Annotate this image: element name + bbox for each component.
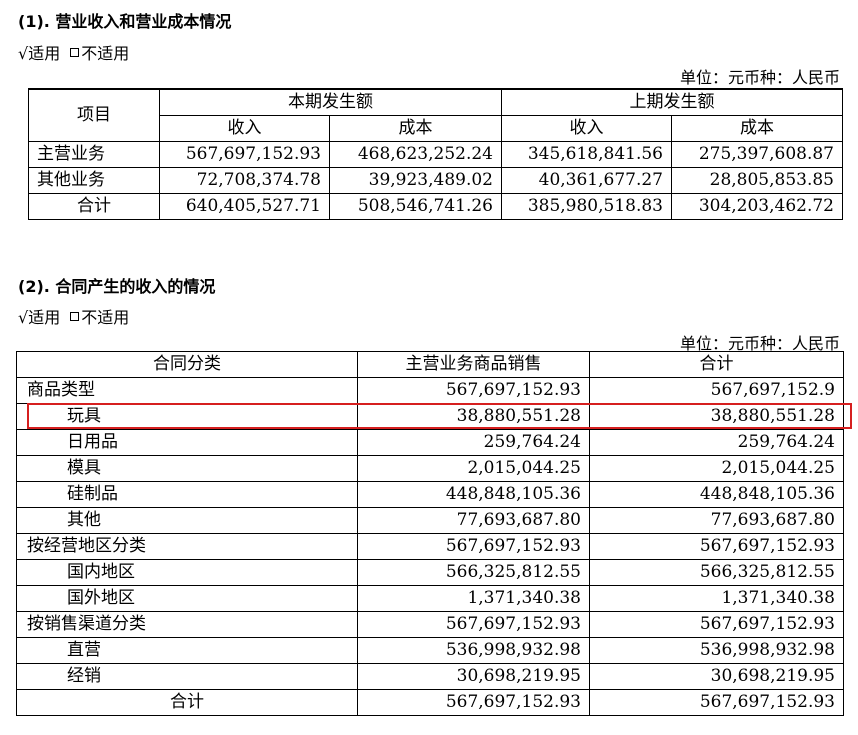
header-prev-revenue: 收入 [501,115,672,142]
table-row: 国外地区 1,371,340.38 1,371,340.38 [16,585,844,612]
total-value: 1,371,340.38 [589,585,844,612]
total-value: 30,698,219.95 [589,663,844,690]
header-cur-cost: 成本 [329,115,502,142]
header-previous-period: 上期发生额 [501,88,843,116]
main-sales-value: 566,325,812.55 [357,559,590,586]
table-row: 玩具 38,880,551.28 38,880,551.28 [16,403,844,430]
checkbox-icon [70,48,80,57]
total-value: 38,880,551.28 [589,403,844,430]
table-row: 合计 567,697,152.93 567,697,152.93 [16,689,844,716]
row-label: 硅制品 [16,481,358,508]
table-row: 合计 640,405,527.71 508,546,741.26 385,980… [28,193,843,220]
main-sales-value: 259,764.24 [357,429,590,456]
cur-cost: 39,923,489.02 [329,167,502,194]
main-sales-value: 567,697,152.93 [357,533,590,560]
not-applicable-label: 不适用 [81,308,130,327]
cur-revenue: 640,405,527.71 [159,193,330,220]
applicable-check: √适用 [18,44,61,63]
total-value: 259,764.24 [589,429,844,456]
total-value: 2,015,044.25 [589,455,844,482]
total-value: 536,998,932.98 [589,637,844,664]
table-row: 按经营地区分类 567,697,152.93 567,697,152.93 [16,533,844,560]
header-prev-cost: 成本 [671,115,843,142]
header-main-sales: 主营业务商品销售 [357,351,590,378]
prev-cost: 304,203,462.72 [671,193,843,220]
table-row: 主营业务 567,697,152.93 468,623,252.24 345,6… [28,141,843,168]
table-row: 日用品 259,764.24 259,764.24 [16,429,844,456]
total-value: 566,325,812.55 [589,559,844,586]
row-label: 按经营地区分类 [16,533,358,560]
row-label: 合计 [16,689,358,716]
section1-unit: 单位：元币种：人民币 [679,68,840,87]
row-label: 国外地区 [16,585,358,612]
total-value: 448,848,105.36 [589,481,844,508]
total-value: 567,697,152.93 [589,611,844,638]
cur-revenue: 567,697,152.93 [159,141,330,168]
not-applicable-label: 不适用 [81,44,130,63]
table-row: 商品类型 567,697,152.93 567,697,152.9 [16,377,844,404]
row-label: 商品类型 [16,377,358,404]
main-sales-value: 38,880,551.28 [357,403,590,430]
header-item: 项目 [28,88,160,142]
main-sales-value: 567,697,152.93 [357,689,590,716]
header-total: 合计 [589,351,844,378]
main-sales-value: 448,848,105.36 [357,481,590,508]
row-label: 按销售渠道分类 [16,611,358,638]
total-value: 77,693,687.80 [589,507,844,534]
main-sales-value: 30,698,219.95 [357,663,590,690]
cur-cost: 508,546,741.26 [329,193,502,220]
table-row: 按销售渠道分类 567,697,152.93 567,697,152.93 [16,611,844,638]
header-current-period: 本期发生额 [159,88,502,116]
cur-cost: 468,623,252.24 [329,141,502,168]
row-label: 直营 [16,637,358,664]
section2-applicability: √适用 不适用 [18,304,129,328]
main-sales-value: 536,998,932.98 [357,637,590,664]
row-label: 经销 [16,663,358,690]
cur-revenue: 72,708,374.78 [159,167,330,194]
row-label: 主营业务 [28,141,160,168]
main-sales-value: 567,697,152.93 [357,377,590,404]
row-label: 合计 [28,193,160,220]
section2-unit: 单位：元币种：人民币 [679,334,840,353]
table-row: 国内地区 566,325,812.55 566,325,812.55 [16,559,844,586]
header-category: 合同分类 [16,351,358,378]
prev-revenue: 345,618,841.56 [501,141,672,168]
row-label: 其他 [16,507,358,534]
prev-revenue: 40,361,677.27 [501,167,672,194]
table-row: 其他业务 72,708,374.78 39,923,489.02 40,361,… [28,167,843,194]
table-row: 经销 30,698,219.95 30,698,219.95 [16,663,844,690]
checkbox-icon [70,312,80,321]
main-sales-value: 2,015,044.25 [357,455,590,482]
row-label: 国内地区 [16,559,358,586]
total-value: 567,697,152.93 [589,689,844,716]
main-sales-value: 1,371,340.38 [357,585,590,612]
main-sales-value: 77,693,687.80 [357,507,590,534]
row-label: 其他业务 [28,167,160,194]
table-row: 其他 77,693,687.80 77,693,687.80 [16,507,844,534]
table-row: 模具 2,015,044.25 2,015,044.25 [16,455,844,482]
section2-heading: (2). 合同产生的收入的情况 [18,277,216,296]
prev-revenue: 385,980,518.83 [501,193,672,220]
table-row: 直营 536,998,932.98 536,998,932.98 [16,637,844,664]
table-row: 硅制品 448,848,105.36 448,848,105.36 [16,481,844,508]
revenue-cost-table: 项目 本期发生额 上期发生额 收入 成本 收入 成本 主营业务 567,697,… [28,88,843,220]
header-cur-revenue: 收入 [159,115,330,142]
prev-cost: 275,397,608.87 [671,141,843,168]
row-label: 日用品 [16,429,358,456]
applicable-check: √适用 [18,308,61,327]
section1-heading: (1). 营业收入和营业成本情况 [18,12,232,31]
total-value: 567,697,152.93 [589,533,844,560]
row-label: 模具 [16,455,358,482]
total-value: 567,697,152.9 [589,377,844,404]
main-sales-value: 567,697,152.93 [357,611,590,638]
prev-cost: 28,805,853.85 [671,167,843,194]
row-label: 玩具 [16,403,358,430]
section1-applicability: √适用 不适用 [18,40,129,64]
contract-revenue-table: 合同分类 主营业务商品销售 合计 商品类型 567,697,152.93 567… [16,351,844,716]
